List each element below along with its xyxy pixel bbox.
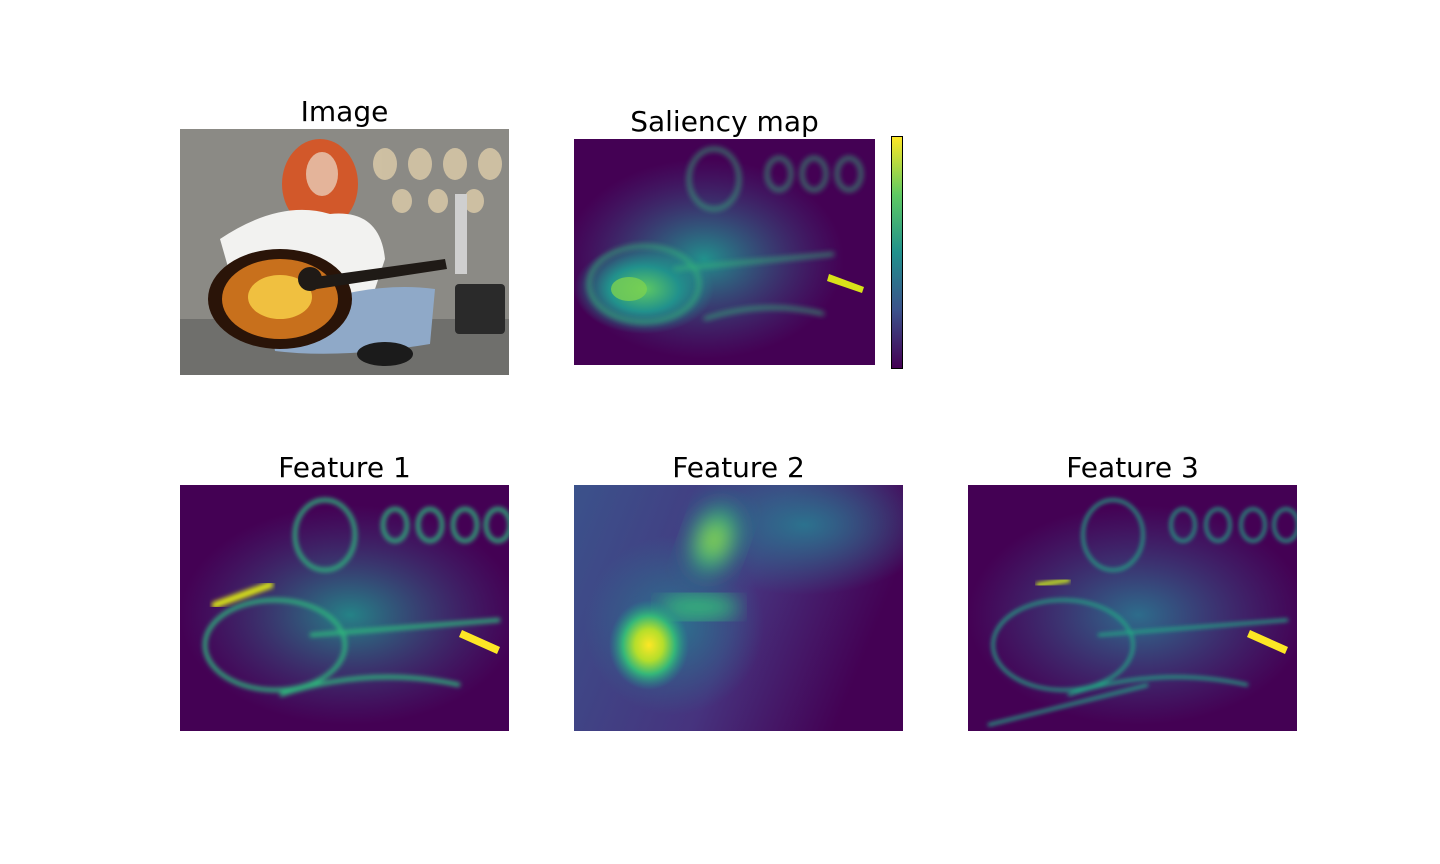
feature-1-heatmap	[180, 485, 509, 731]
feature-3-edges	[987, 498, 1297, 727]
saliency-panel	[574, 139, 875, 365]
feature-1-glow	[180, 505, 509, 725]
feature-1-panel	[180, 485, 509, 731]
feature-2-hotspot-bridge	[659, 595, 739, 619]
feature-3-hotspot-arm	[1035, 577, 1071, 588]
photo-guitar-center	[248, 275, 312, 319]
photo-svg	[180, 129, 509, 375]
photo-boot	[357, 342, 413, 366]
panel-title-feature-2: Feature 2	[672, 451, 805, 484]
photo-balustrade	[373, 148, 502, 213]
feature-3-panel	[968, 485, 1297, 731]
photo-guitar-neck	[315, 259, 447, 289]
panel-title-feature-1: Feature 1	[278, 451, 411, 484]
saliency-heatmap	[574, 139, 875, 365]
image-panel	[180, 129, 509, 375]
feature-2-panel	[574, 485, 903, 731]
feature-1-hotspot-arm	[211, 581, 274, 609]
feature-3-glow	[968, 505, 1297, 725]
saliency-colorbar	[891, 136, 903, 369]
feature-3-hotspot-neck	[1247, 630, 1288, 654]
photo-guitar-soundhole	[298, 267, 322, 291]
photo-stand	[455, 194, 467, 274]
feature-2-hotspot-lower	[609, 600, 689, 690]
panel-title-image: Image	[300, 95, 389, 128]
photo-face	[306, 152, 338, 196]
feature-2-heatmap	[574, 485, 903, 731]
panel-title-saliency: Saliency map	[630, 105, 819, 138]
saliency-hotspot-body	[611, 277, 647, 301]
panel-title-feature-3: Feature 3	[1066, 451, 1199, 484]
photo-case	[455, 284, 505, 334]
saliency-edges	[587, 147, 863, 324]
feature-3-heatmap	[968, 485, 1297, 731]
feature-1-hotspot-neck	[459, 630, 500, 654]
feature-2-hotspot-upper	[681, 496, 747, 584]
saliency-hotspot-neck	[827, 274, 864, 293]
feature-1-edges	[203, 498, 509, 697]
